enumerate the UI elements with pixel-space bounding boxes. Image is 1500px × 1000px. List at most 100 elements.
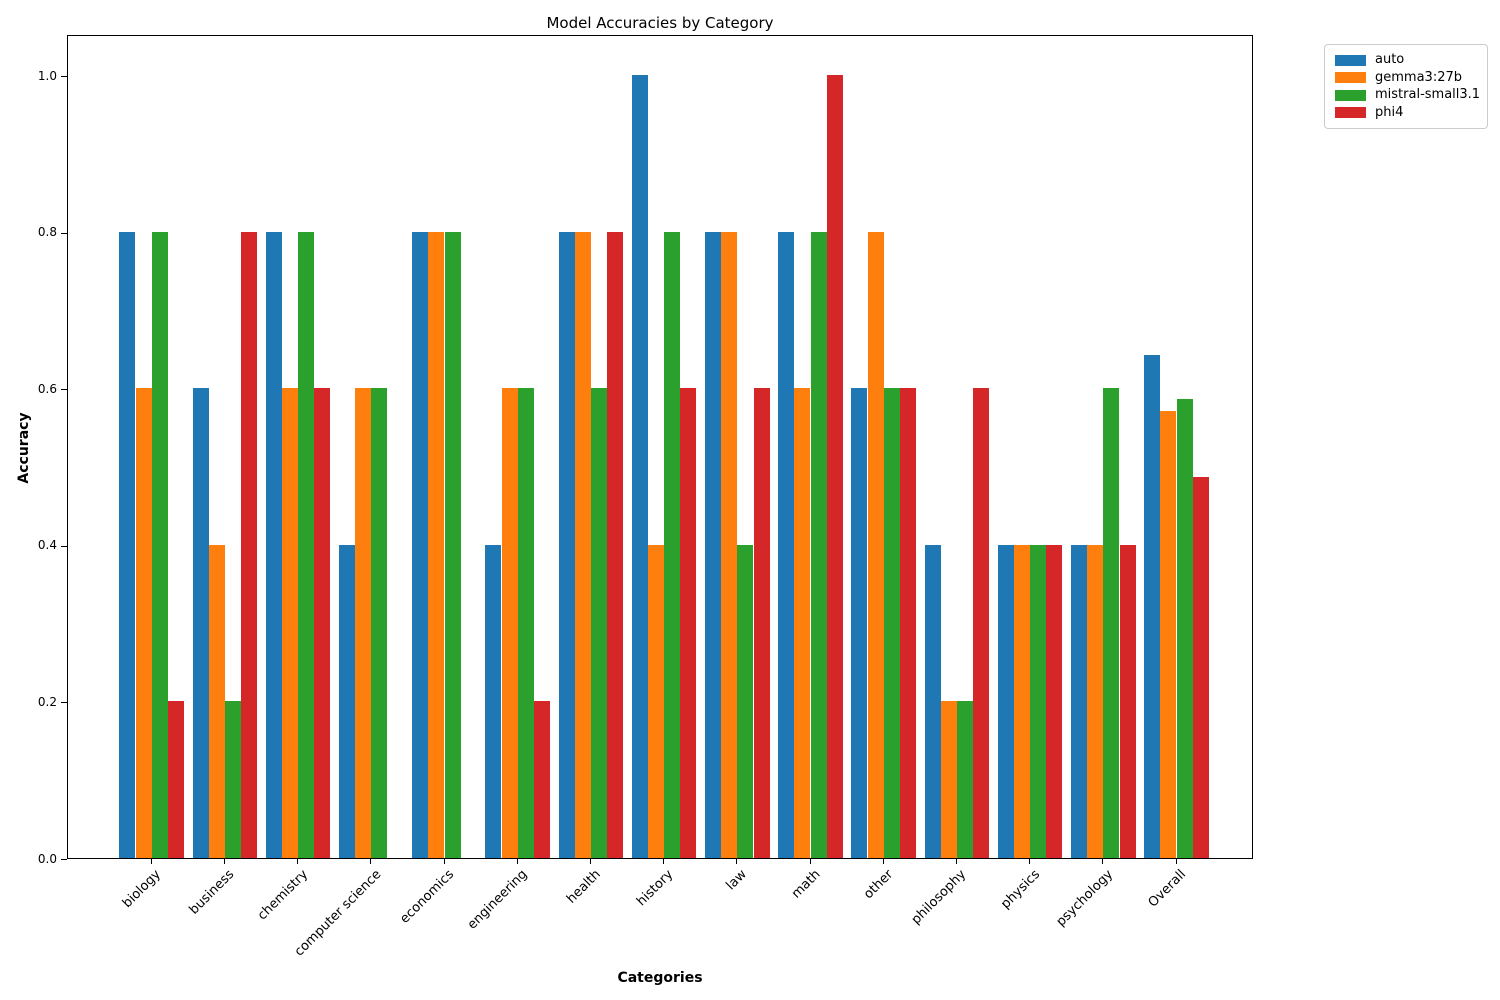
x-tick-label-law: law	[723, 867, 750, 894]
y-tick-label: 1.0	[37, 68, 57, 83]
bar-history-mistral-small3-1	[664, 231, 681, 858]
legend-label: phi4	[1375, 104, 1404, 120]
y-tick	[61, 702, 67, 704]
x-tick	[736, 859, 738, 864]
bar-engineering-auto	[485, 544, 502, 858]
bar-biology-auto	[119, 231, 136, 858]
legend-item-mistral-small3-1: mistral-small3.1	[1335, 87, 1481, 103]
legend-swatch-icon	[1335, 89, 1366, 101]
bar-physics-gemma3-27b	[1013, 544, 1031, 858]
bar-health-auto	[558, 231, 575, 858]
bar-Overall-auto	[1144, 354, 1161, 858]
bar-biology-gemma3-27b	[135, 388, 152, 858]
bar-economics-gemma3-27b	[428, 231, 445, 858]
x-tick-label-other: other	[861, 867, 897, 903]
legend-item-auto: auto	[1335, 52, 1477, 68]
bar-chemistry-phi4	[314, 388, 331, 858]
y-tick-label: 0.0	[37, 851, 57, 866]
x-axis-label: Categories	[617, 970, 703, 986]
x-tick	[516, 859, 518, 864]
y-tick	[61, 232, 67, 234]
bar-Overall-phi4	[1192, 477, 1209, 858]
x-tick	[1175, 859, 1177, 864]
y-tick-label: 0.8	[37, 225, 57, 240]
bar-computer-science-auto	[338, 544, 356, 858]
legend-label: mistral-small3.1	[1375, 87, 1481, 103]
bar-physics-auto	[997, 544, 1014, 858]
bar-psychology-mistral-small3-1	[1103, 388, 1120, 858]
y-tick	[61, 545, 67, 547]
bar-math-gemma3-27b	[794, 388, 811, 858]
x-tick	[370, 859, 372, 864]
x-tick	[809, 859, 811, 864]
legend-item-gemma3-27b: gemma3:27b	[1335, 70, 1477, 86]
bar-physics-phi4	[1046, 544, 1063, 858]
bar-Overall-mistral-small3-1	[1176, 399, 1193, 858]
bar-engineering-gemma3-27b	[501, 388, 518, 858]
bar-business-auto	[192, 388, 209, 858]
bar-biology-mistral-small3-1	[151, 231, 168, 858]
x-tick-label-philosophy: philosophy	[908, 867, 970, 928]
bar-other-auto	[851, 388, 868, 858]
bar-law-mistral-small3-1	[737, 544, 754, 858]
bar-business-phi4	[241, 231, 258, 858]
bar-philosophy-mistral-small3-1	[956, 701, 974, 858]
bar-biology-phi4	[167, 701, 185, 858]
x-tick-label-Overall: Overall	[1145, 867, 1190, 911]
x-tick-label-economics: economics	[397, 867, 458, 927]
bar-computer-science-gemma3-27b	[355, 388, 372, 858]
x-tick	[955, 859, 957, 864]
bar-computer-science-mistral-small3-1	[371, 388, 388, 858]
bar-history-gemma3-27b	[647, 544, 665, 858]
y-tick	[61, 389, 67, 391]
x-tick	[589, 859, 591, 864]
bar-economics-auto	[412, 231, 429, 858]
plot-area	[67, 35, 1253, 859]
bar-psychology-phi4	[1119, 544, 1136, 858]
legend: auto gemma3:27b mistral-small3.1 phi4	[1324, 44, 1488, 129]
bar-math-phi4	[826, 75, 843, 858]
bar-health-mistral-small3-1	[590, 388, 608, 858]
x-tick	[443, 859, 445, 864]
bar-math-auto	[778, 231, 795, 858]
bar-business-mistral-small3-1	[224, 701, 242, 858]
x-tick	[1029, 859, 1031, 864]
bar-philosophy-phi4	[973, 388, 990, 858]
x-tick-label-physics: physics	[997, 867, 1043, 912]
x-tick	[297, 859, 299, 864]
legend-label: auto	[1375, 52, 1405, 67]
bar-chemistry-gemma3-27b	[281, 388, 299, 858]
y-tick	[61, 76, 67, 77]
x-tick	[882, 859, 884, 864]
y-tick-label: 0.2	[37, 694, 57, 709]
x-tick-label-history: history	[634, 867, 677, 910]
bar-philosophy-auto	[924, 544, 941, 858]
bar-economics-mistral-small3-1	[444, 231, 461, 858]
y-tick-label: 0.6	[37, 381, 57, 396]
bar-philosophy-gemma3-27b	[940, 701, 957, 858]
bar-business-gemma3-27b	[208, 544, 225, 858]
legend-item-phi4: phi4	[1335, 105, 1477, 121]
x-tick	[150, 859, 152, 864]
bar-law-gemma3-27b	[721, 231, 738, 858]
bar-psychology-gemma3-27b	[1087, 544, 1104, 858]
bar-physics-mistral-small3-1	[1030, 544, 1047, 858]
bar-law-phi4	[753, 388, 770, 858]
x-tick-label-biology: biology	[120, 867, 165, 912]
legend-swatch-icon	[1335, 107, 1366, 119]
bar-engineering-phi4	[533, 701, 551, 858]
x-tick	[223, 859, 225, 864]
x-tick-label-math: math	[788, 867, 824, 902]
bar-health-gemma3-27b	[574, 231, 591, 858]
bar-law-auto	[704, 231, 722, 858]
y-tick-label: 0.4	[37, 538, 57, 553]
bar-chemistry-mistral-small3-1	[298, 231, 315, 858]
bar-other-phi4	[899, 388, 917, 858]
bar-math-mistral-small3-1	[810, 231, 827, 858]
bar-history-phi4	[680, 388, 697, 858]
legend-swatch-icon	[1335, 54, 1366, 66]
x-tick-label-chemistry: chemistry	[254, 867, 311, 924]
x-tick-label-psychology: psychology	[1053, 867, 1116, 930]
x-tick-label-health: health	[563, 867, 604, 907]
